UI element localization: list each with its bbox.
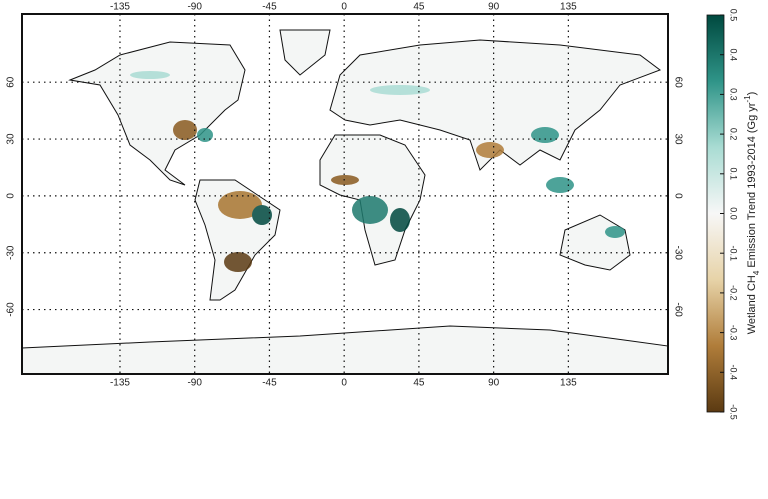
colorbar-tick-label: 0.3 [729,88,739,101]
lon-tick-label: 135 [560,2,577,13]
lat-tick-label: 0 [6,193,17,199]
lat-tick-label: -60 [6,302,17,317]
label-part: ) [746,92,758,96]
colorbar-tick-label: -0.1 [729,245,739,261]
colorbar-tick-label: -0.5 [729,404,739,420]
trend-patches [130,71,625,272]
lat-tick-label: 60 [672,77,683,89]
lon-tick-label: 0 [341,2,347,13]
label-sub: 4 [752,270,761,275]
colorbar-tick-label: 0.1 [729,168,739,181]
lon-tick-label: -135 [110,378,130,389]
colorbar-tick-label: 0.5 [729,9,739,22]
lon-tick-label: 0 [341,378,347,389]
lon-tick-label: -135 [110,2,130,13]
lon-tick-label: 90 [488,378,500,389]
label-part: Wetland CH [746,275,758,334]
colorbar-tick-label: 0.2 [729,128,739,141]
colorbar-label: Wetland CH4 Emission Trend 1993-2014 (Gg… [743,92,761,335]
lat-tick-label: -30 [6,245,17,260]
colorbar-tick-label: -0.4 [729,365,739,381]
colorbar-tick-label: -0.3 [729,325,739,341]
lon-tick-label: 45 [413,2,425,13]
lat-tick-label: 30 [6,133,17,145]
land [21,29,669,375]
colorbar-tick-label: 0.4 [729,48,739,61]
lon-tick-label: 45 [413,378,425,389]
lat-tick-label: -60 [672,302,683,317]
lat-tick-label: -30 [672,246,683,261]
lon-tick-label: 135 [560,378,577,389]
lon-tick-label: -45 [262,2,277,13]
lon-tick-label: 90 [488,2,500,13]
lat-tick-label: 60 [6,76,17,88]
colorbar-tick-label: 0.0 [729,207,739,220]
colorbar-tick-label: -0.2 [729,285,739,301]
lat-tick-label: 30 [672,133,683,145]
lon-tick-label: -90 [187,2,202,13]
label-part: Emission Trend 1993-2014 (Gg yr [746,102,758,270]
lon-tick-label: -45 [262,378,277,389]
label-sup: -1 [743,95,752,103]
lat-tick-label: 0 [672,193,683,199]
map-frame [21,13,669,375]
lon-tick-label: -90 [187,378,202,389]
